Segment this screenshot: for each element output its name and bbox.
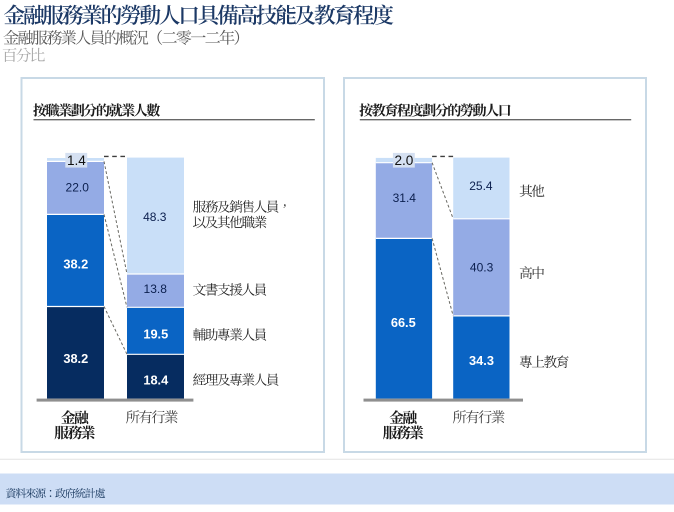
- svg-text:38.2: 38.2: [63, 351, 88, 366]
- svg-text:1.4: 1.4: [67, 153, 86, 168]
- svg-text:31.4: 31.4: [393, 191, 417, 205]
- svg-text:40.3: 40.3: [470, 260, 494, 274]
- svg-text:2.0: 2.0: [394, 153, 413, 168]
- svg-text:19.5: 19.5: [143, 326, 168, 341]
- svg-text:22.0: 22.0: [66, 180, 90, 194]
- svg-text:25.4: 25.4: [469, 179, 493, 193]
- svg-text:18.4: 18.4: [143, 373, 169, 388]
- svg-text:66.5: 66.5: [391, 315, 416, 330]
- svg-text:34.3: 34.3: [469, 353, 494, 368]
- svg-text:38.2: 38.2: [63, 257, 88, 272]
- svg-text:13.8: 13.8: [144, 282, 168, 296]
- svg-text:48.3: 48.3: [143, 210, 167, 224]
